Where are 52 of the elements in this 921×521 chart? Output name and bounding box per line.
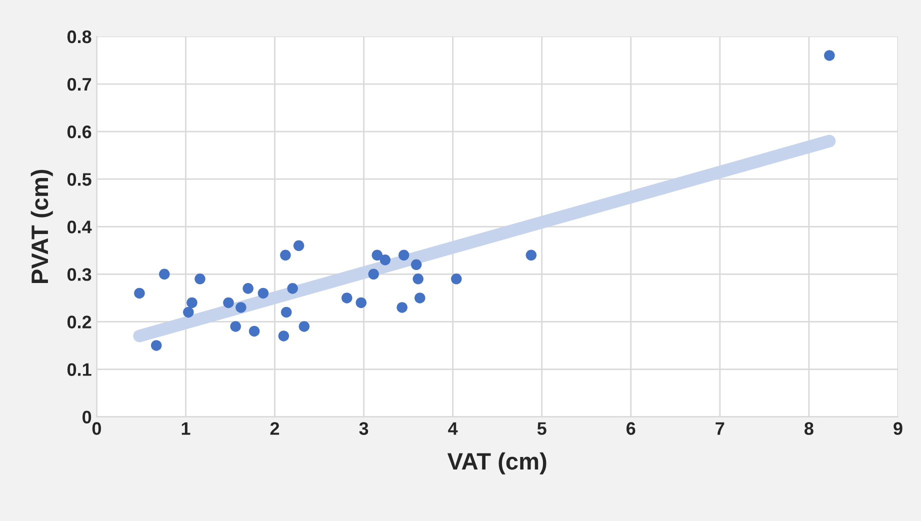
point xyxy=(280,306,292,318)
y-tick-label: 0.2 xyxy=(67,316,92,328)
point xyxy=(223,297,234,308)
point xyxy=(451,274,462,284)
point xyxy=(248,326,260,337)
point xyxy=(342,292,352,304)
point xyxy=(230,321,241,332)
point xyxy=(236,302,246,313)
y-tick-label: 0.8 xyxy=(67,30,92,44)
x-tick-label: 3 xyxy=(359,422,368,435)
point xyxy=(398,250,410,261)
x-tick-label: 8 xyxy=(804,422,814,435)
point xyxy=(150,340,162,351)
point xyxy=(134,288,145,299)
point xyxy=(158,268,170,280)
point xyxy=(183,306,194,318)
x-axis-title: VAT (cm) xyxy=(447,452,546,474)
x-tick-label: 5 xyxy=(537,422,546,435)
y-tick-label: 0.3 xyxy=(67,268,92,281)
point xyxy=(293,240,304,252)
x-tick-label: 1 xyxy=(182,422,190,435)
x-tick-label: 2 xyxy=(270,422,280,435)
x-tick-label: 6 xyxy=(626,422,636,435)
y-axis-title: PVAT (cm) xyxy=(30,170,53,284)
x-tick-label: 7 xyxy=(716,422,724,435)
point xyxy=(410,259,422,270)
point xyxy=(368,268,379,280)
x-tick-label: 4 xyxy=(448,422,458,435)
point xyxy=(287,283,298,294)
point xyxy=(372,250,383,261)
point xyxy=(194,274,206,284)
point xyxy=(380,254,391,266)
y-tick-label: 0.4 xyxy=(67,220,92,234)
point xyxy=(280,250,291,261)
x-tick-label: 0 xyxy=(92,422,101,435)
y-tick-label: 0.5 xyxy=(67,173,92,186)
x-tick-label: 9 xyxy=(894,422,902,435)
point xyxy=(298,321,310,332)
y-tick-label: 0.6 xyxy=(67,125,92,138)
y-tick-label: 0 xyxy=(82,410,92,424)
point xyxy=(412,274,424,284)
point xyxy=(258,288,269,299)
point xyxy=(242,283,254,294)
point xyxy=(396,302,408,313)
y-tick-label: 0.7 xyxy=(67,78,92,91)
point xyxy=(278,330,290,342)
point xyxy=(824,50,835,61)
point xyxy=(526,250,537,261)
point xyxy=(414,292,426,304)
point xyxy=(186,297,198,308)
y-tick-label: 0.1 xyxy=(67,363,92,376)
point xyxy=(356,297,367,308)
